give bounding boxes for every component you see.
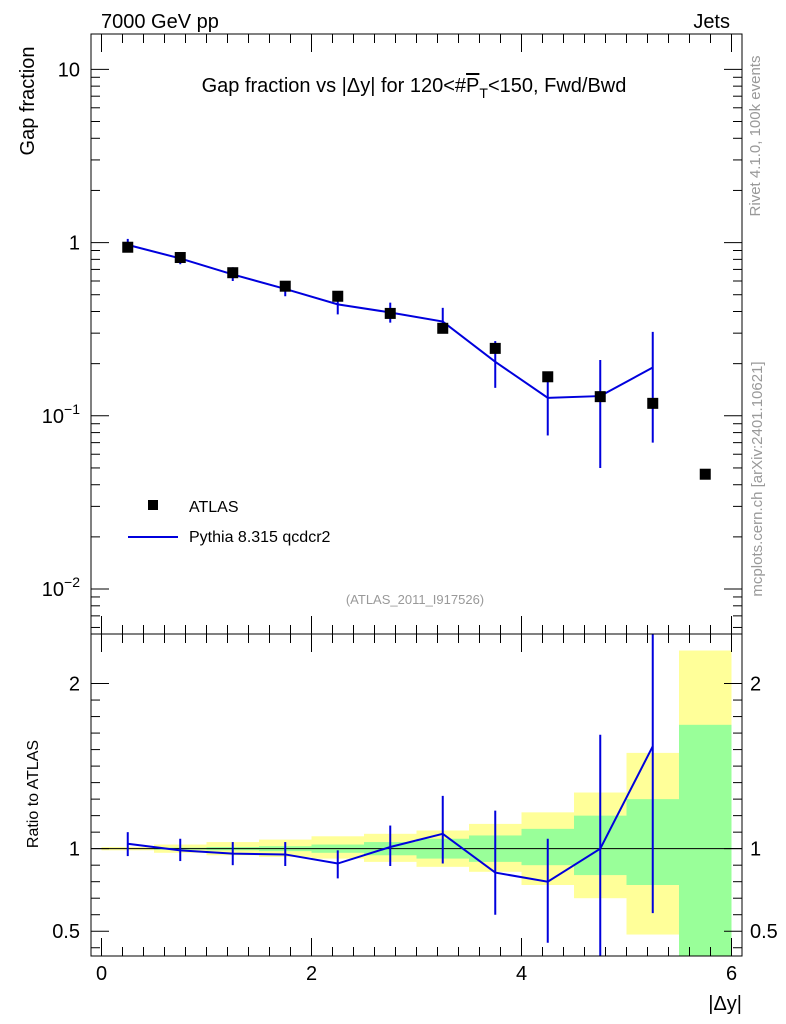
- chart-title-variable: P: [466, 75, 479, 97]
- x-tick-label: 0: [96, 963, 107, 985]
- x-axis-label: |Δy|: [708, 993, 742, 1015]
- atlas-data-point: [542, 371, 554, 383]
- stat-uncertainty-band: [679, 724, 732, 956]
- ratio-mc-line: [127, 745, 654, 883]
- ratio-panel-axis-ticks: [91, 634, 742, 956]
- top-y-axis-label: Gap fraction: [17, 47, 39, 156]
- ratio-uncertainty-bands: [101, 650, 732, 956]
- top-y-tick-label: 10−2: [42, 574, 80, 601]
- top-y-tick-label: 10−1: [42, 401, 80, 428]
- top-y-tick-label: 1: [69, 233, 80, 255]
- mcplots-label: mcplots.cern.ch [arXiv:2401.10621]: [749, 361, 766, 596]
- ratio-y-tick-label-left: 1: [69, 839, 80, 861]
- atlas-data-point: [279, 280, 291, 292]
- atlas-data-point: [489, 342, 501, 354]
- x-tick-label: 2: [306, 963, 317, 985]
- reference-label: (ATLAS_2011_I917526): [346, 592, 484, 607]
- atlas-data-point: [384, 307, 396, 319]
- chart-title: Gap fraction vs |Δy| for 120<#PT<150, Fw…: [202, 75, 627, 101]
- ratio-y-tick-label-left: 2: [69, 674, 80, 696]
- atlas-data-point: [699, 468, 711, 480]
- ratio-y-tick-label-right: 2: [750, 674, 761, 696]
- atlas-data-series: [122, 241, 711, 480]
- x-tick-label: 4: [516, 963, 527, 985]
- chart-title-subscript: T: [479, 85, 488, 101]
- legend: ATLAS Pythia 8.315 qcdcr2: [128, 499, 331, 546]
- atlas-data-point: [227, 267, 239, 279]
- top-y-tick-labels: 10 1 10−1 10−2: [42, 59, 80, 601]
- atlas-data-point: [122, 241, 134, 253]
- chart-title-suffix: <150, Fwd/Bwd: [488, 75, 626, 97]
- ratio-panel-frame: [90, 633, 743, 957]
- ratio-y-tick-label-right: 0.5: [750, 921, 778, 943]
- ratio-y-axis-label: Ratio to ATLAS: [25, 740, 42, 848]
- ratio-y-tick-labels: 0.5 0.5 1 1 2 2: [52, 674, 778, 944]
- chart-title-prefix: Gap fraction vs |Δy| for 120<#: [202, 75, 467, 97]
- x-tick-labels: 0 2 4 6: [96, 963, 737, 985]
- legend-atlas-marker: [148, 500, 158, 510]
- top-y-tick-label: 10: [58, 59, 80, 81]
- ratio-mc-series: [126, 634, 654, 956]
- mc-prediction-series: [126, 238, 654, 468]
- energy-label: 7000 GeV pp: [101, 11, 219, 33]
- ratio-y-tick-label-right: 1: [750, 839, 761, 861]
- legend-pythia-label: Pythia 8.315 qcdcr2: [189, 529, 331, 546]
- ratio-y-tick-label-left: 0.5: [52, 921, 80, 943]
- atlas-data-point: [594, 391, 606, 403]
- x-tick-label: 6: [726, 963, 737, 985]
- legend-atlas-label: ATLAS: [189, 499, 239, 516]
- process-label: Jets: [693, 11, 730, 33]
- top-panel-axis-ticks: [91, 34, 742, 634]
- atlas-data-point: [174, 252, 186, 264]
- atlas-data-point: [437, 322, 449, 334]
- atlas-data-point: [647, 397, 659, 409]
- rivet-version-label: Rivet 4.1.0, 100k events: [747, 56, 764, 217]
- atlas-data-point: [332, 290, 344, 302]
